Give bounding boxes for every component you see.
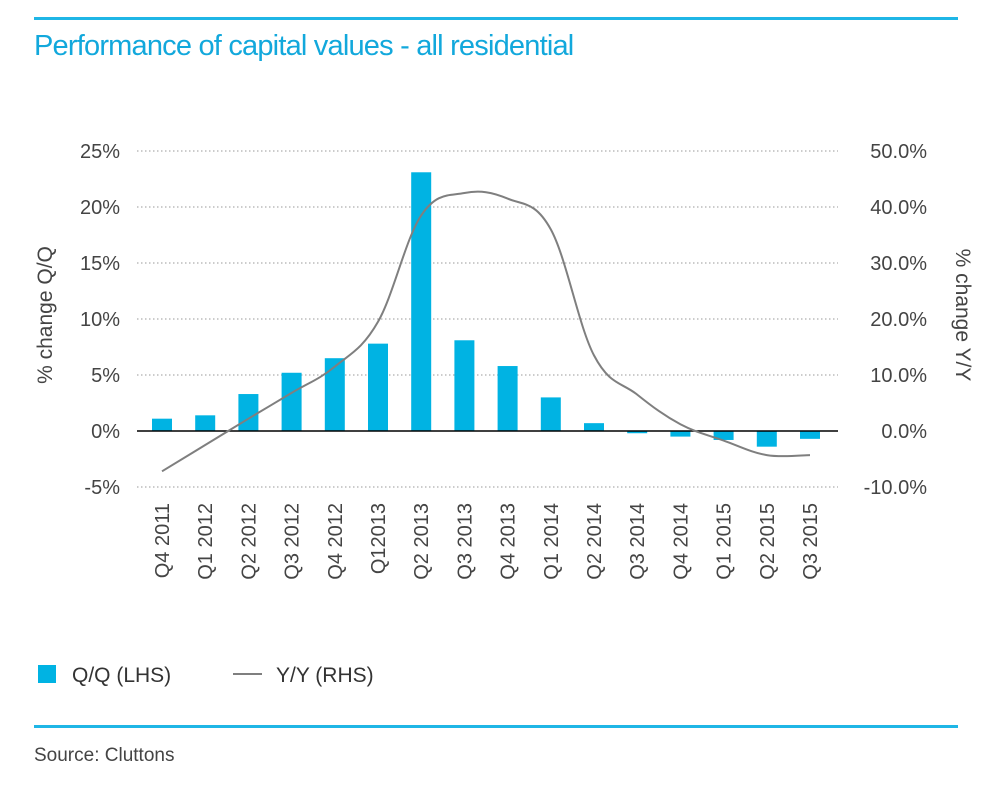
y-left-tick-label: -5% (84, 477, 120, 499)
legend-bar-label: Q/Q (LHS) (72, 664, 171, 687)
bar (152, 418, 172, 431)
y-left-tick-label: 25% (80, 141, 120, 163)
bar (713, 431, 734, 440)
y-left-tick-label: 20% (80, 197, 120, 219)
y-right-axis-title: % change Y/Y (951, 249, 974, 382)
bar (756, 431, 777, 447)
x-tick-label: Q1 2015 (714, 503, 736, 580)
bar (497, 366, 518, 431)
y-left-tick-label: 15% (80, 253, 120, 275)
y-right-tick-label: 40.0% (870, 197, 927, 219)
x-tick-label: Q2 2015 (757, 503, 779, 580)
bar (454, 340, 475, 431)
bar (540, 397, 561, 431)
x-tick-label: Q4 2013 (498, 503, 520, 580)
bar (800, 431, 820, 439)
x-tick-label: Q2 2013 (411, 503, 433, 580)
bottom-rule (34, 725, 958, 728)
y-left-tick-label: 0% (91, 421, 120, 443)
y-left-tick-label: 10% (80, 309, 120, 331)
chart-title: Performance of capital values - all resi… (34, 30, 574, 62)
y-right-tick-label: 0.0% (881, 421, 927, 443)
bar (627, 431, 648, 434)
source-note: Source: Cluttons (34, 745, 175, 766)
chart: 25% 20% 15% 10% 5% 0% -5% 50.0% 40.0% 30.0% 20.0% 1… (34, 141, 974, 687)
bar (411, 172, 432, 431)
bar (281, 372, 302, 431)
x-tick-label: Q1 2012 (195, 503, 217, 580)
bar (584, 423, 604, 431)
x-tick-label: Q3 2012 (282, 503, 304, 580)
x-tick-label: Q4 2011 (152, 503, 174, 578)
x-tick-label: Q4 2014 (670, 503, 692, 580)
y-right-tick-label: 30.0% (870, 253, 927, 275)
y-right-tick-label: 20.0% (870, 309, 927, 331)
x-tick-label: Q3 2013 (454, 503, 476, 580)
bar (324, 358, 345, 431)
x-tick-label: Q3 2015 (800, 503, 822, 580)
y-right-tick-label: -10.0% (864, 477, 928, 499)
legend-bar-swatch (38, 665, 56, 683)
bar (195, 415, 216, 431)
yy-line (161, 190, 811, 473)
bar (368, 343, 388, 431)
y-left-tick-label: 5% (91, 365, 120, 387)
bar (238, 394, 259, 431)
bar (670, 431, 691, 437)
x-tick-label: Q12013 (368, 503, 390, 574)
legend-line-label: Y/Y (RHS) (276, 664, 374, 687)
x-tick-label: Q4 2012 (325, 503, 347, 580)
x-tick-label: Q1 2014 (541, 503, 563, 580)
x-tick-label: Q2 2014 (584, 503, 606, 580)
x-tick-label: Q3 2014 (627, 503, 649, 580)
top-rule (34, 17, 958, 20)
y-left-axis-title: % change Q/Q (34, 246, 57, 384)
y-right-tick-label: 10.0% (870, 365, 927, 387)
y-right-tick-label: 50.0% (870, 141, 927, 163)
x-tick-label: Q2 2012 (238, 503, 260, 580)
